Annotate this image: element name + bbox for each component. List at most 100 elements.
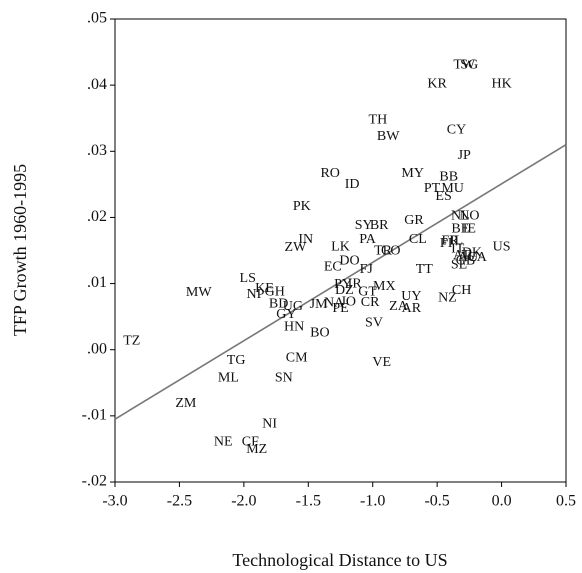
point-label: ZA	[389, 299, 409, 314]
y-tick-label: .04	[87, 76, 107, 93]
point-label: IR	[348, 276, 363, 291]
point-label: NP	[247, 287, 265, 302]
point-label: JO	[340, 294, 356, 309]
point-label: FJ	[360, 262, 374, 277]
x-tick-label: 0.0	[492, 493, 512, 510]
y-tick-label: .00	[87, 340, 107, 357]
point-label: CM	[286, 351, 308, 366]
point-label: US	[493, 239, 511, 254]
point-label: BE	[451, 222, 469, 237]
point-label: SG	[460, 58, 478, 73]
point-label: KR	[427, 77, 447, 92]
point-label: TT	[416, 262, 434, 277]
point-label: SE	[451, 257, 467, 272]
point-label: NO	[459, 208, 479, 223]
point-label: CY	[447, 122, 466, 137]
point-label: AT	[453, 248, 471, 263]
point-label: PT	[424, 181, 441, 196]
x-tick-label: -1.5	[296, 493, 321, 510]
fit-line	[114, 143, 567, 420]
point-label: NA	[324, 296, 345, 311]
point-label: GY	[276, 307, 296, 322]
y-tick-label: -.01	[82, 407, 107, 424]
x-tick-label: -2.5	[167, 493, 192, 510]
point-label: TH	[369, 112, 388, 127]
point-label: RO	[320, 166, 339, 181]
point-label: MU	[441, 181, 464, 196]
x-tick-label: -0.5	[424, 493, 449, 510]
point-label: CA	[467, 250, 487, 265]
point-label: DK	[462, 245, 482, 260]
x-axis-label: Technological Distance to US	[232, 550, 447, 570]
point-label: MZ	[246, 442, 267, 457]
point-label: TG	[227, 353, 246, 368]
point-label: SN	[275, 370, 293, 385]
point-label: FI	[440, 236, 453, 251]
point-label: NI	[262, 417, 277, 432]
point-label: IL	[450, 233, 463, 248]
point-label: BR	[370, 218, 389, 233]
point-label: SV	[365, 315, 383, 330]
point-label: GH	[265, 284, 285, 299]
x-tick-label: -2.0	[231, 493, 256, 510]
point-label: ES	[435, 189, 451, 204]
point-label: ID	[345, 177, 360, 192]
point-label: AU	[458, 250, 478, 265]
point-label: NE	[214, 435, 233, 450]
point-label: CF	[242, 435, 259, 450]
y-tick-label: .03	[87, 142, 107, 159]
point-label: PK	[293, 199, 311, 214]
point-label: MY	[401, 166, 424, 181]
y-tick-label: .01	[87, 274, 107, 291]
plot-frame	[114, 18, 567, 483]
point-label: CR	[361, 295, 380, 310]
point-label: SY	[355, 218, 373, 233]
point-label: TZ	[123, 333, 140, 348]
point-label: GT	[358, 284, 377, 299]
point-label: MW	[186, 285, 212, 300]
point-label: IN	[298, 232, 313, 247]
point-label: IT	[451, 241, 465, 256]
point-label: GR	[404, 213, 424, 228]
point-label: HN	[284, 319, 304, 334]
point-label: EC	[324, 259, 342, 274]
x-tick-label: -3.0	[102, 493, 127, 510]
point-label: PA	[359, 232, 377, 247]
point-label: GB	[456, 253, 475, 268]
x-tick-label: -1.0	[360, 493, 385, 510]
point-label: KE	[255, 281, 274, 296]
point-label: LK	[331, 239, 350, 254]
point-label: PE	[332, 301, 348, 316]
point-label: VE	[372, 355, 391, 370]
point-label: FR	[441, 233, 459, 248]
point-label: JP	[458, 148, 471, 163]
point-label: BO	[310, 325, 329, 340]
point-label: MX	[373, 279, 396, 294]
point-label: CO	[381, 243, 400, 258]
point-label: NL	[451, 208, 470, 223]
point-label: IE	[463, 222, 476, 237]
x-tick-label: 0.5	[556, 493, 576, 510]
point-label: LS	[240, 271, 256, 286]
point-label: TW	[453, 58, 476, 73]
point-label: NZ	[438, 290, 457, 305]
y-axis-label: TFP Growth 1960-1995	[10, 164, 30, 336]
point-label: HK	[491, 77, 511, 92]
point-label: JM	[310, 297, 328, 312]
y-tick-label: .05	[87, 10, 107, 27]
point-label: ZW	[285, 240, 308, 255]
point-label: ML	[218, 370, 239, 385]
y-tick-label: .02	[87, 208, 107, 225]
point-label: DZ	[335, 283, 354, 298]
point-label: CL	[409, 232, 427, 247]
point-label: BW	[377, 129, 400, 144]
point-label: DO	[339, 253, 359, 268]
point-label: BB	[439, 169, 458, 184]
point-label: AR	[402, 301, 422, 316]
point-label: BD	[269, 296, 288, 311]
point-label: UG	[283, 299, 303, 314]
point-label: CH	[452, 283, 471, 298]
point-label: PY	[334, 277, 352, 292]
point-label: ZM	[175, 396, 197, 411]
